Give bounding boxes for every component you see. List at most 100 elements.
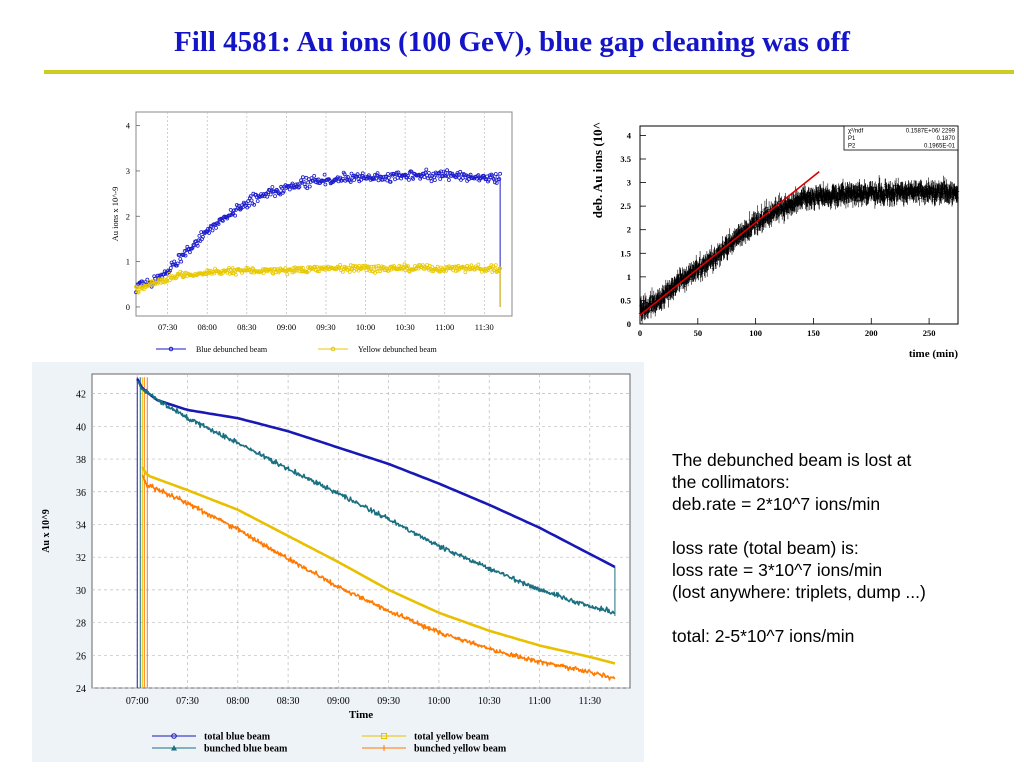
x-tick-label: 11:00 <box>528 696 550 707</box>
data-point <box>168 266 173 270</box>
plot-frame <box>135 111 513 317</box>
legend-marker <box>168 346 174 352</box>
data-point <box>429 179 434 184</box>
series-yellow-debunched <box>134 262 503 307</box>
data-point <box>316 177 321 182</box>
legend-label: Blue debunched beam <box>196 345 268 354</box>
data-point <box>403 268 408 273</box>
data-point <box>300 175 305 180</box>
data-point <box>486 268 490 273</box>
data-point <box>299 265 304 270</box>
data-point <box>492 180 497 185</box>
data-point <box>228 213 232 218</box>
data-point <box>174 263 179 268</box>
data-point <box>423 170 428 175</box>
data-point <box>221 219 225 223</box>
data-point <box>273 194 277 198</box>
data-point <box>284 269 289 274</box>
data-point <box>446 178 451 182</box>
data-point <box>454 173 459 177</box>
data-point <box>179 259 184 264</box>
data-point <box>192 243 197 248</box>
x-tick-label: 0 <box>638 328 642 338</box>
slide-title: Fill 4581: Au ions (100 GeV), blue gap c… <box>174 26 850 58</box>
data-point <box>435 264 440 269</box>
data-point <box>426 171 431 175</box>
data-point <box>493 172 498 176</box>
data-point <box>336 265 341 270</box>
data-point <box>297 185 302 189</box>
fit-line <box>639 170 820 316</box>
data-point <box>373 173 377 177</box>
data-point <box>407 269 412 274</box>
y-tick-label: 24 <box>76 684 86 695</box>
plot-frame <box>91 373 631 689</box>
data-point <box>195 243 200 248</box>
debunched-fit-chart: 0 50 100 150 200 250 0 0.5 1 1.5 2 2.5 3 3.5 4 deb. Au … <box>590 122 960 360</box>
data-point <box>250 266 255 271</box>
x-axis-label: Time <box>349 709 373 721</box>
note-line: the collimators: <box>672 472 790 492</box>
data-point <box>492 266 497 271</box>
title-underline <box>44 70 1014 74</box>
data-point <box>287 187 292 192</box>
y-tick-label: 4 <box>126 121 131 131</box>
data-point <box>317 269 322 274</box>
stats-label: P1 <box>848 136 856 142</box>
data-point <box>388 180 393 184</box>
data-point <box>372 177 377 181</box>
data-point <box>348 180 353 184</box>
data-point <box>473 174 478 179</box>
data-point <box>394 170 399 175</box>
data-point <box>285 272 290 277</box>
data-point <box>409 169 414 174</box>
data-point <box>432 178 437 182</box>
series-total-yellow <box>141 466 616 665</box>
data-point <box>298 269 303 274</box>
data-point <box>422 175 427 179</box>
data-point <box>498 171 503 176</box>
data-point <box>183 253 188 258</box>
data-point <box>141 287 146 292</box>
data-point <box>443 170 448 175</box>
data-point <box>216 222 221 226</box>
data-point <box>140 279 144 284</box>
data-point <box>411 177 416 181</box>
data-point <box>267 188 272 193</box>
y-tick-label: 34 <box>76 520 86 531</box>
x-tick-label: 07:30 <box>158 322 177 332</box>
data-point <box>430 265 435 270</box>
data-point <box>400 266 405 271</box>
data-point <box>212 271 217 276</box>
note-line <box>672 515 1022 537</box>
note-line: deb.rate = 2*10^7 ions/min <box>672 494 881 514</box>
y-tick-label: 2 <box>627 225 631 235</box>
y-tick-label: 1.5 <box>620 248 631 258</box>
data-point <box>494 181 499 185</box>
data-point <box>438 269 443 274</box>
data-point <box>270 185 275 189</box>
data-point <box>342 172 347 176</box>
data-point <box>333 267 338 272</box>
data-point <box>406 173 410 178</box>
data-point <box>237 206 242 211</box>
stats-label: P2 <box>848 144 856 150</box>
data-point <box>152 280 157 285</box>
data-point <box>452 264 457 269</box>
x-tick-label: 200 <box>865 328 878 338</box>
data-point <box>375 171 380 175</box>
x-tick-label: 09:00 <box>277 322 296 332</box>
data-point <box>290 270 295 275</box>
data-point <box>155 273 160 278</box>
data-point <box>376 178 381 183</box>
legend-marker <box>171 733 177 739</box>
data-point <box>340 177 345 181</box>
beam-intensity-chart: 07:00 07:30 08:00 08:30 09:00 09:30 10:00 10:30… <box>32 362 644 762</box>
data-point <box>278 192 283 197</box>
data-point <box>364 268 369 273</box>
data-point <box>167 271 171 276</box>
data-point <box>233 213 237 218</box>
data-point <box>312 174 317 178</box>
data-point <box>453 269 458 273</box>
